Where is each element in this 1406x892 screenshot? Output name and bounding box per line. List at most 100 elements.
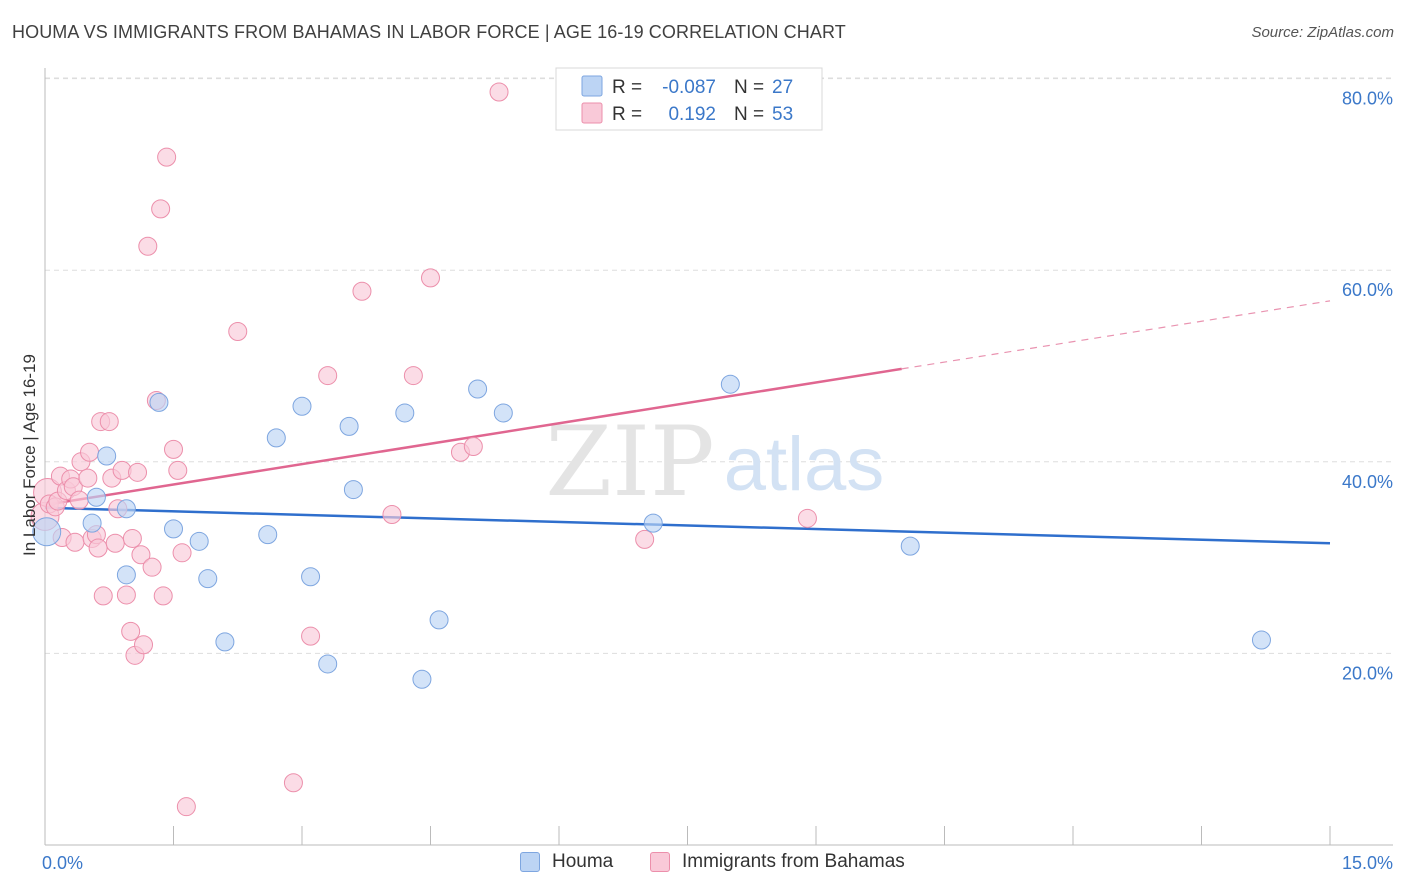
legend-swatch-bahamas [581, 102, 603, 124]
houma-point [301, 567, 321, 587]
bahamas-point [80, 442, 100, 462]
trend-line-1 [44, 367, 902, 507]
houma-point [1251, 630, 1271, 650]
bottom-legend-bahamas: Immigrants from Bahamas [650, 851, 905, 873]
bottom-legend-houma: Houma [520, 851, 613, 873]
bahamas-point [318, 366, 338, 386]
bahamas-point [99, 412, 119, 432]
trend-line-dashed-1 [901, 300, 1331, 370]
bahamas-point [403, 366, 423, 386]
bahamas-point [121, 621, 141, 641]
y-axis-title: In Labor Force | Age 16-19 [20, 354, 39, 556]
bahamas-point [69, 490, 89, 510]
legend-r-value-houma: -0.087 [662, 77, 716, 98]
watermark: ZIP atlas [545, 406, 884, 518]
bottom-legend-swatch-houma [520, 852, 540, 872]
legend-r-value-bahamas: 0.192 [668, 104, 716, 125]
bahamas-point [352, 281, 372, 301]
houma-point [116, 565, 136, 585]
bahamas-point [142, 557, 162, 577]
y-tick-label: 40.0% [1342, 472, 1393, 492]
houma-point [198, 569, 218, 589]
houma-point [900, 536, 920, 556]
axis-layer [44, 68, 1393, 846]
tick-labels: 20.0% 40.0% 60.0% 80.0% 0.0% 15.0% [42, 89, 1393, 873]
correlation-legend: R = -0.087 N = 27 R = 0.192 N = 53 [555, 67, 823, 131]
houma-point [215, 632, 235, 652]
legend-n-label-bahamas: N = [734, 104, 764, 125]
bahamas-point [153, 586, 173, 606]
houma-point [643, 513, 663, 533]
bottom-legend-swatch-bahamas [650, 852, 670, 872]
grid-layer [45, 77, 1393, 654]
trend-layer [44, 300, 1331, 545]
houma-point [720, 374, 740, 394]
houma-point [164, 519, 183, 539]
bahamas-point [157, 147, 177, 167]
chart-source: Source: ZipAtlas.com [1251, 24, 1394, 41]
bahamas-point [463, 436, 483, 456]
bahamas-point [128, 462, 148, 482]
houma-point [429, 610, 449, 630]
bahamas-point [131, 545, 151, 565]
legend-n-value-bahamas: 53 [772, 104, 793, 125]
houma-point [149, 392, 169, 412]
watermark-zip: ZIP [545, 406, 714, 518]
legend-n-label-houma: N = [734, 77, 764, 98]
chart-title: HOUMA VS IMMIGRANTS FROM BAHAMAS IN LABO… [12, 22, 846, 42]
bahamas-point [635, 529, 655, 549]
bahamas-point [176, 797, 196, 817]
houma-point [86, 487, 106, 507]
houma-point [318, 654, 338, 674]
houma-point [97, 446, 117, 466]
legend-r-label-houma: R = [612, 77, 642, 98]
watermark-atlas: atlas [724, 422, 885, 507]
houma-point [189, 531, 209, 551]
houma-point [258, 525, 278, 545]
houma-point [292, 396, 312, 416]
bahamas-point [138, 236, 158, 256]
houma-point [32, 517, 62, 547]
bahamas-point [164, 439, 183, 459]
bahamas-point [93, 586, 113, 606]
houma-point [468, 379, 488, 399]
y-tick-label: 20.0% [1342, 663, 1393, 683]
bahamas-point [228, 322, 248, 342]
bahamas-point [151, 199, 171, 219]
houma-point [493, 403, 513, 423]
bahamas-point [382, 504, 402, 524]
houma-point [266, 428, 286, 448]
bahamas-point [283, 773, 303, 793]
x-tick-label: 15.0% [1342, 853, 1393, 873]
legend-swatch-houma [581, 75, 603, 97]
legend-r-label-bahamas: R = [612, 104, 642, 125]
bahamas-point [116, 585, 136, 605]
bottom-legend-label-bahamas: Immigrants from Bahamas [682, 851, 905, 872]
trend-line-0 [44, 506, 1331, 545]
y-tick-label: 60.0% [1342, 280, 1393, 300]
houma-point [116, 499, 136, 519]
bahamas-point [301, 626, 321, 646]
bahamas-point [172, 543, 192, 563]
bahamas-point [65, 532, 85, 552]
bottom-legend: Houma Immigrants from Bahamas [0, 851, 1406, 879]
bahamas-point [78, 468, 98, 488]
x-tick-label: 0.0% [42, 853, 83, 873]
bahamas-point [168, 460, 188, 480]
bahamas-point [105, 533, 125, 553]
houma-point [412, 669, 432, 689]
legend-n-value-houma: 27 [772, 77, 793, 98]
bahamas-point [489, 82, 509, 102]
bahamas-point [797, 508, 817, 528]
bahamas-point [122, 528, 142, 548]
bahamas-point [421, 268, 440, 288]
y-tick-label: 80.0% [1342, 89, 1393, 109]
bahamas-point [88, 538, 108, 558]
houma-point [82, 513, 102, 533]
houma-point [339, 416, 359, 436]
bahamas-point [134, 635, 154, 655]
points-layer [30, 82, 1271, 817]
houma-point [395, 403, 415, 423]
bottom-legend-label-houma: Houma [552, 851, 614, 872]
